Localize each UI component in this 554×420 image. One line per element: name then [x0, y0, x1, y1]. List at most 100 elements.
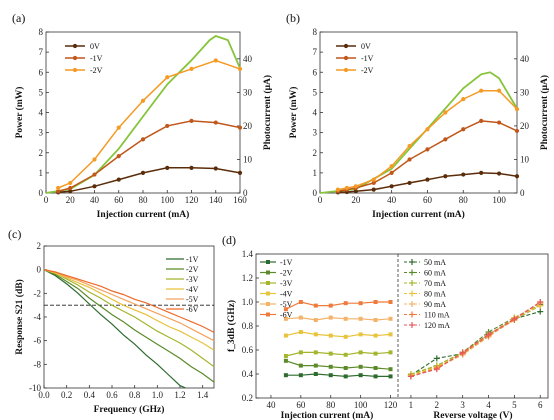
- legend-label-b: 0V: [361, 42, 371, 51]
- y-axis-d-tick-label: 0.2: [242, 393, 253, 403]
- point--1V-b: [425, 147, 430, 152]
- point--6V: [328, 303, 333, 308]
- point--5V: [313, 318, 318, 322]
- panel-label-d: (d): [222, 233, 236, 247]
- y-axis-c-tick-label: -10: [29, 383, 41, 393]
- point-0V-b: [407, 180, 412, 186]
- point--3V: [388, 350, 393, 355]
- y-axis-a-tick-label: 4: [39, 108, 44, 118]
- y-axis-a-tick-label: 6: [39, 67, 44, 77]
- x-axis-c-tick-label: 0.0: [38, 390, 50, 400]
- legend-label-a: 0V: [90, 42, 100, 51]
- point--5V: [283, 316, 288, 321]
- y2-axis-a-tick-label: 20: [243, 121, 253, 131]
- point--4V: [388, 332, 393, 337]
- point--1V: [328, 373, 333, 378]
- point--2V-a: [213, 58, 218, 63]
- f3db-line-120 mA: [410, 301, 541, 377]
- f3db-line--4V: [285, 331, 391, 338]
- point-0V-b: [514, 174, 520, 179]
- point--4V: [343, 334, 348, 339]
- legend-marker-d-left: [266, 312, 270, 317]
- y-axis-b-tick-label: 1: [313, 168, 318, 178]
- y-axis-d-tick-label: 1.0: [242, 297, 254, 307]
- f3db-line-90 mA: [410, 302, 541, 377]
- point--5V: [298, 315, 303, 320]
- point--4V: [373, 333, 378, 338]
- point-0V-b: [443, 174, 448, 179]
- point--2V-b: [496, 88, 502, 93]
- f3db-line--2V: [285, 360, 391, 370]
- y-axis-c-tick-label: 0: [37, 265, 42, 275]
- legend-marker-d-right: [409, 311, 415, 318]
- y2-axis-a-tick-label: 0: [243, 188, 248, 198]
- point--6V: [283, 307, 288, 312]
- point--2V-a: [68, 180, 73, 186]
- legend-marker-a: [72, 43, 78, 49]
- point-120 mA: [537, 299, 544, 305]
- y-axis-c-tick-label: 2: [37, 241, 42, 251]
- point-50 mA: [433, 355, 440, 362]
- legend-label-c: -2V: [186, 265, 199, 274]
- response-line--1V: [43, 269, 186, 389]
- point--1V-b: [514, 128, 520, 134]
- legend-marker-d-right: [409, 322, 415, 328]
- f3db-line--5V: [285, 316, 391, 321]
- y2-axis-a-tick-label: 10: [243, 154, 253, 164]
- legend-marker-d-right: [409, 269, 415, 276]
- y-axis-d-tick-label: 1.2: [242, 273, 253, 283]
- point--1V-a: [68, 185, 73, 191]
- x-axis-label-b: Injection current (mA): [372, 209, 465, 220]
- legend-label-d-right: 60 mA: [424, 269, 446, 278]
- point-0V-a: [189, 165, 194, 170]
- y-axis-b-tick-label: 8: [313, 27, 318, 37]
- point--5V: [358, 316, 363, 321]
- point-50 mA: [537, 308, 544, 315]
- point-0V-a: [92, 184, 97, 189]
- x-axis-a-tick-label: 140: [209, 195, 223, 205]
- legend-label-a: -2V: [90, 66, 103, 75]
- point--2V-a: [116, 125, 121, 130]
- legend-label-c: -4V: [186, 285, 199, 294]
- y2-axis-b-tick-label: 20: [520, 121, 530, 131]
- legend-marker-d-left: [266, 270, 270, 275]
- x-axis-d-right-tick-label: 3: [460, 400, 465, 410]
- legend-marker-d-right: [409, 301, 415, 307]
- point--1V-a: [56, 189, 61, 194]
- y-axis-c-tick-label: -2: [34, 288, 42, 298]
- point--2V: [373, 366, 378, 370]
- y-axis-label-b: Power (mW): [288, 87, 299, 139]
- point--2V: [328, 364, 333, 369]
- point-0V-a: [213, 166, 218, 171]
- point-120 mA: [485, 331, 492, 338]
- y2-axis-b-tick-label: 40: [520, 54, 530, 64]
- panel-label-c: (c): [8, 227, 21, 241]
- y-axis-label-c: Response S21 (dB): [14, 279, 25, 355]
- y2-axis-label-a: Photocurrent (μA): [262, 75, 273, 150]
- point--1V-a: [213, 120, 218, 125]
- x-axis-d-right-tick-label: 1: [409, 400, 414, 410]
- point-0V-b: [461, 172, 466, 177]
- x-axis-d-right-tick-label: 2: [435, 400, 440, 410]
- x-axis-a-tick-label: 160: [233, 195, 247, 205]
- point--2V: [283, 358, 288, 363]
- point--3V: [283, 354, 288, 358]
- point--6V: [358, 301, 363, 306]
- point--4V: [328, 333, 333, 338]
- point-0V-b: [389, 184, 394, 189]
- legend-label-d-right: 50 mA: [424, 258, 446, 267]
- point-120 mA: [407, 373, 414, 380]
- point--6V: [298, 300, 303, 304]
- legend-label-c: -1V: [186, 255, 199, 264]
- legend-label-c: -5V: [186, 295, 199, 304]
- x-axis-d-right-tick-label: 6: [538, 400, 543, 410]
- legend-label-d-right: 120 mA: [424, 321, 450, 330]
- point--1V-a: [165, 123, 170, 129]
- point-0V-a: [116, 177, 121, 182]
- legend-marker-d-left: [266, 281, 270, 285]
- x-axis-d-left-tick-label: 80: [326, 400, 336, 410]
- x-axis-d-right-tick-label: 5: [512, 400, 517, 410]
- point--1V-a: [237, 125, 243, 130]
- plot-frame-b: [319, 31, 518, 194]
